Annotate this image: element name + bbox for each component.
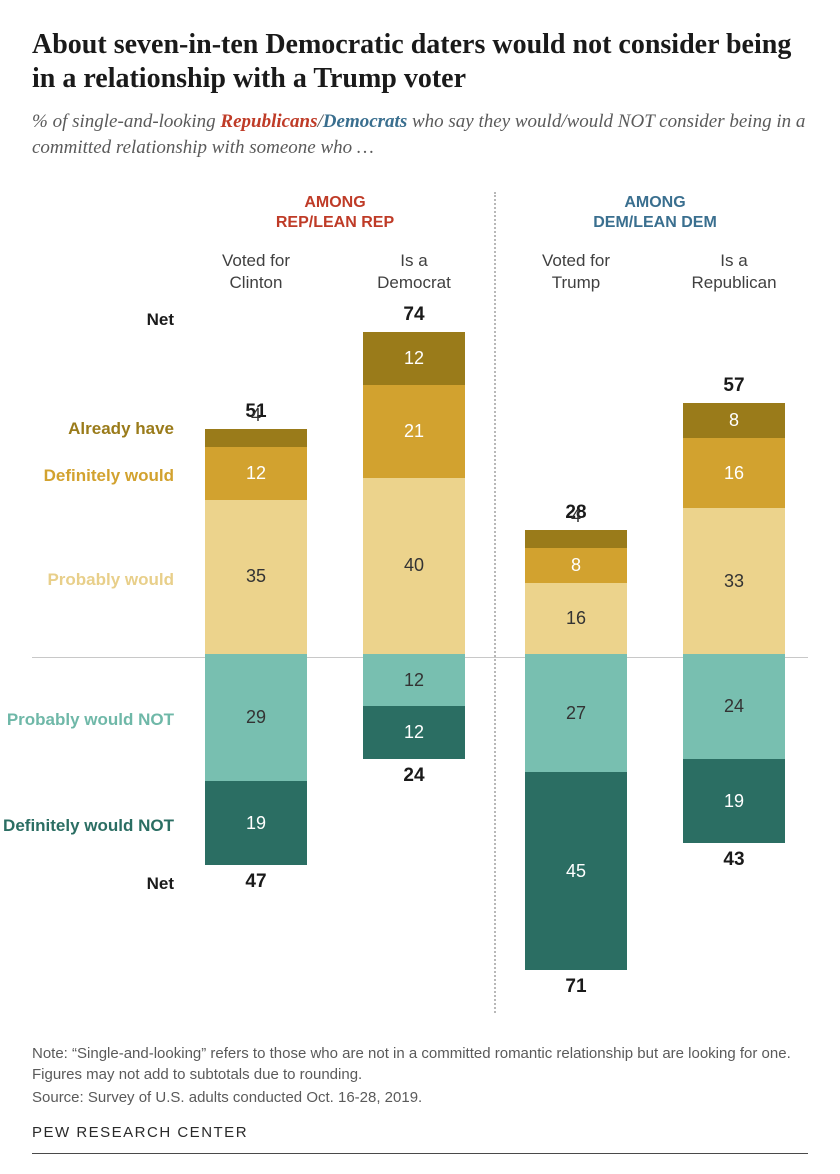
segment-already_have: 8 — [683, 403, 785, 438]
segment-value: 4 — [571, 506, 581, 527]
subtitle-pre: % of single-and-looking — [32, 111, 220, 132]
segment-value: 24 — [724, 696, 744, 717]
net-bottom-value: 24 — [363, 765, 465, 787]
subtitle-dem: Democrats — [323, 111, 407, 132]
stack-top: 8 16 33 — [683, 403, 785, 654]
segment-already_have: 4 — [525, 530, 627, 548]
column-0: Voted forClinton5141235291947 — [205, 250, 307, 892]
bar-area: 5141235291947 — [205, 304, 307, 892]
stack-top: 4 8 16 — [525, 530, 627, 653]
subtitle-rep: Republicans — [220, 111, 317, 132]
segment-value: 16 — [724, 463, 744, 484]
segment-prob_not: 27 — [525, 654, 627, 773]
stack-bottom: 29 19 — [205, 654, 307, 865]
cols-row-right: Voted forTrump284816274571Is aRepublican… — [502, 250, 808, 998]
segment-value: 33 — [724, 571, 744, 592]
cat-label-net_top_label: Net — [147, 310, 174, 330]
segment-def_would: 16 — [683, 438, 785, 508]
segment-def_would: 8 — [525, 548, 627, 583]
segment-value: 12 — [404, 670, 424, 691]
panel-divider — [494, 192, 496, 1013]
column-1: Is aDemocrat 74 12 21 40 12 12 24 — [363, 250, 465, 892]
segment-value: 40 — [404, 555, 424, 576]
segment-prob_would: 40 — [363, 478, 465, 654]
stack-bottom: 24 19 — [683, 654, 785, 843]
segment-value: 12 — [404, 722, 424, 743]
chart-area: Net Already have Definitely would Probably … — [32, 192, 808, 1013]
segment-value: 12 — [246, 463, 266, 484]
cat-label-def_would: Definitely would — [44, 466, 174, 486]
net-bottom-value: 71 — [525, 976, 627, 998]
segment-value: 4 — [251, 405, 261, 426]
segment-value: 35 — [246, 566, 266, 587]
segment-value: 45 — [566, 861, 586, 882]
panel-right: AMONGDEM/LEAN DEMVoted forTrump284816274… — [502, 192, 808, 1013]
column-label: Is aRepublican — [691, 250, 776, 298]
bar-area: 74 12 21 40 12 12 24 — [363, 304, 465, 787]
segment-value: 16 — [566, 608, 586, 629]
bar-area: 284816274571 — [525, 304, 627, 998]
segment-def_not: 12 — [363, 706, 465, 759]
net-top-value: 57 — [683, 375, 785, 397]
cols-row-left: Voted forClinton5141235291947Is aDemocra… — [182, 250, 488, 892]
footer-rule — [32, 1153, 808, 1154]
segment-prob_would: 16 — [525, 583, 627, 653]
segment-prob_not: 24 — [683, 654, 785, 760]
chart-subtitle: % of single-and-looking Republicans/Demo… — [32, 109, 808, 160]
cat-label-def_not: Definitely would NOT — [3, 816, 174, 836]
brand-line: PEW RESEARCH CENTER — [32, 1124, 808, 1141]
segment-def_not: 19 — [205, 781, 307, 865]
net-bottom-value: 43 — [683, 849, 785, 871]
segment-def_would: 21 — [363, 385, 465, 477]
panel-left: AMONGREP/LEAN REPVoted forClinton5141235… — [182, 192, 488, 1013]
cat-label-already_have: Already have — [68, 419, 174, 439]
column-3: Is aRepublican 57 8 16 33 24 19 43 — [683, 250, 785, 998]
segment-def_not: 19 — [683, 759, 785, 843]
stack-bottom: 12 12 — [363, 654, 465, 760]
stack-top: 4 12 35 — [205, 429, 307, 653]
segment-already_have: 12 — [363, 332, 465, 385]
segment-value: 8 — [729, 410, 739, 431]
segment-prob_would: 33 — [683, 508, 785, 653]
footnote: Note: “Single-and-looking” refers to tho… — [32, 1043, 808, 1085]
stack-bottom: 27 45 — [525, 654, 627, 971]
column-label: Is aDemocrat — [377, 250, 451, 298]
segment-value: 8 — [571, 555, 581, 576]
segment-already_have: 4 — [205, 429, 307, 447]
segment-value: 12 — [404, 348, 424, 369]
segment-def_would: 12 — [205, 447, 307, 500]
cat-label-net_bottom_label: Net — [147, 874, 174, 894]
segment-value: 29 — [246, 707, 266, 728]
column-label: Voted forTrump — [542, 250, 610, 298]
bar-area: 57 8 16 33 24 19 43 — [683, 304, 785, 870]
panel-header-right: AMONGDEM/LEAN DEM — [593, 192, 717, 234]
segment-value: 19 — [724, 791, 744, 812]
cat-label-prob_not: Probably would NOT — [7, 710, 174, 730]
segment-prob_would: 35 — [205, 500, 307, 654]
cat-label-prob_would: Probably would — [47, 570, 174, 590]
column-2: Voted forTrump284816274571 — [525, 250, 627, 998]
panel-header-left: AMONGREP/LEAN REP — [276, 192, 394, 234]
segment-value: 21 — [404, 421, 424, 442]
segment-def_not: 45 — [525, 772, 627, 970]
segment-prob_not: 29 — [205, 654, 307, 782]
column-label: Voted forClinton — [222, 250, 290, 298]
segment-prob_not: 12 — [363, 654, 465, 707]
segment-value: 19 — [246, 813, 266, 834]
net-top-value: 74 — [363, 304, 465, 326]
source-line: Source: Survey of U.S. adults conducted … — [32, 1089, 808, 1106]
segment-value: 27 — [566, 703, 586, 724]
net-bottom-value: 47 — [205, 871, 307, 893]
stack-top: 12 21 40 — [363, 332, 465, 653]
chart-title: About seven-in-ten Democratic daters wou… — [32, 28, 808, 95]
